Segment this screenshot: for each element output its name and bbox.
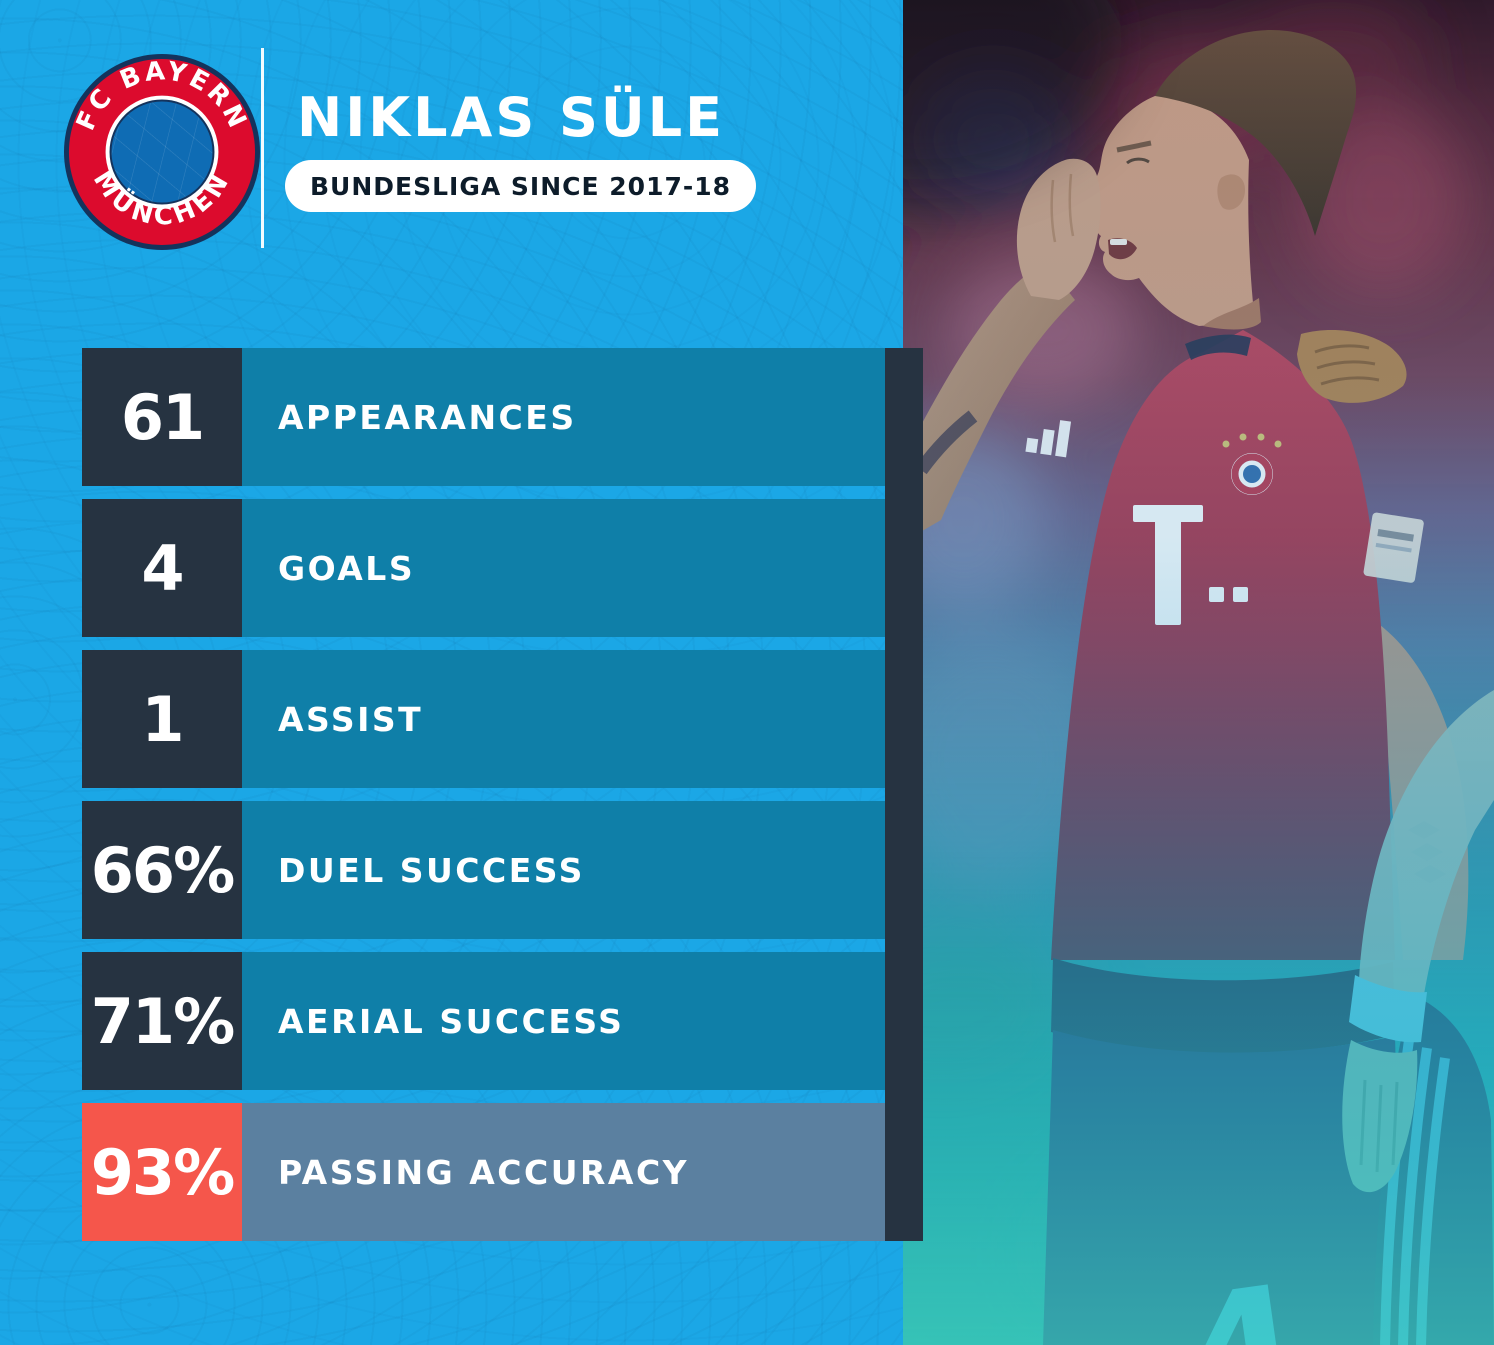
stat-value: 71% bbox=[82, 952, 242, 1090]
corner-vignette bbox=[903, 0, 1123, 180]
stat-row-aerial-success: 71% AERIAL SUCCESS bbox=[82, 952, 885, 1090]
stat-label: PASSING ACCURACY bbox=[278, 1152, 690, 1192]
stat-value: 93% bbox=[82, 1103, 242, 1241]
stats-right-edge-strip bbox=[885, 348, 923, 1241]
stat-row-goals: 4 GOALS bbox=[82, 499, 885, 637]
stat-label: AERIAL SUCCESS bbox=[278, 1001, 625, 1041]
stat-label: APPEARANCES bbox=[278, 397, 577, 437]
page-title: NIKLAS SÜLE bbox=[297, 86, 726, 149]
subtitle-badge: BUNDESLIGA SINCE 2017-18 bbox=[285, 160, 757, 212]
stat-label: GOALS bbox=[278, 548, 416, 588]
stat-row-assist: 1 ASSIST bbox=[82, 650, 885, 788]
stats-list: 61 APPEARANCES 4 GOALS 1 ASSIST 66% DUEL… bbox=[82, 348, 885, 1254]
stat-value: 61 bbox=[82, 348, 242, 486]
stat-value: 4 bbox=[82, 499, 242, 637]
stat-label: ASSIST bbox=[278, 699, 424, 739]
header-divider bbox=[261, 48, 264, 248]
player-photo-art: 4 bbox=[903, 0, 1494, 1345]
stat-value: 1 bbox=[82, 650, 242, 788]
stat-row-duel-success: 66% DUEL SUCCESS bbox=[82, 801, 885, 939]
fc-bayern-crest: FC BAYERN MÜNCHEN bbox=[63, 53, 261, 251]
stat-label: DUEL SUCCESS bbox=[278, 850, 585, 890]
stat-value: 66% bbox=[82, 801, 242, 939]
cyan-grade-overlay bbox=[903, 0, 1494, 1345]
crest-lozenge-core bbox=[109, 99, 215, 205]
stat-row-passing-accuracy: 93% PASSING ACCURACY bbox=[82, 1103, 885, 1241]
stat-row-appearances: 61 APPEARANCES bbox=[82, 348, 885, 486]
player-photo: 4 bbox=[903, 0, 1494, 1345]
